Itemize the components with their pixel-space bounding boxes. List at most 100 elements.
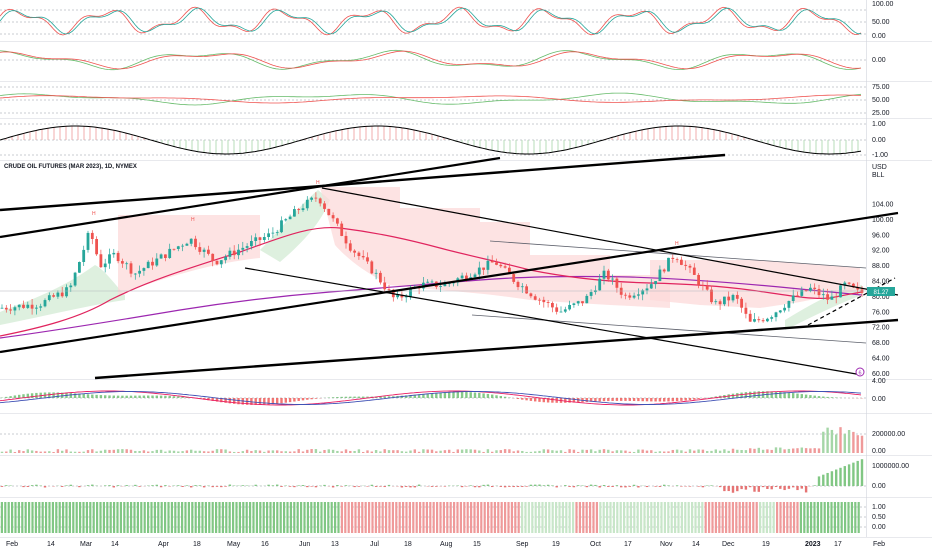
signal-bar [633,502,636,533]
volume-bar [469,449,472,453]
candle-body [753,319,756,322]
candle-body [748,313,752,322]
volume-bar [632,451,636,453]
time-axis-label: Apr [158,541,170,548]
candle-body [280,220,283,233]
trendline-descending-resistance [321,187,899,296]
signal-panel [0,502,860,533]
volume-bar [602,449,606,453]
volume-bar [202,451,206,453]
candle-body [525,286,528,294]
signal-bar [194,502,197,533]
candle-body [426,281,430,283]
volume-bar [800,447,803,453]
macd-histogram-bar [667,398,670,402]
candle-body [224,256,227,261]
macd-histogram-bar [460,391,464,398]
trendline-dashed-wedge [807,277,896,326]
obv-bar [710,485,713,486]
time-axis-label: Dec [722,541,735,548]
macd-signal-line [0,391,862,405]
candle-body [568,304,571,310]
signal-bar [667,502,670,533]
macd-histogram-bar [658,398,662,402]
macd-histogram-bar [26,393,29,398]
volume-bar [73,451,77,453]
pivot-high-apr: H [191,217,195,223]
signal-bar [130,502,133,533]
volume-bar [82,451,85,453]
candle-body [727,296,731,301]
volume-bar [168,450,171,453]
candle-body [297,209,301,211]
obv-bar [835,469,838,486]
macd-histogram-bar [314,398,318,399]
candle-body [834,296,838,298]
signal-bar [555,502,558,533]
volume-bar [56,449,60,453]
candle-body [176,246,180,249]
volume-bar [783,449,786,453]
volume-bar [383,449,386,453]
candle-body [482,267,485,270]
obv-bar [116,485,120,486]
candle-body [852,283,855,288]
signal-bar [272,502,275,533]
volume-bar [482,451,485,453]
event-marker[interactable] [855,367,865,377]
candle-body [791,295,795,301]
candle-body [30,304,34,309]
macd-histogram-bar [366,396,369,398]
volume-bar [314,449,318,453]
volume-bar [276,450,279,453]
volume-bar [185,450,189,453]
macd-histogram-bar [675,398,679,402]
signal-bar [334,502,337,533]
obv-bar [787,486,791,489]
signal-bar [470,502,473,533]
candle-body [344,235,348,244]
obv-bar [336,485,339,486]
signal-bar [344,502,347,533]
candle-body [47,295,51,301]
signal-bar [405,502,408,533]
macd-histogram-bar [108,395,111,398]
obv-bar [860,459,864,486]
obv-bar [310,486,313,487]
volume-bar [250,451,253,453]
signal-bar [548,502,551,533]
signal-bar [361,502,364,533]
oscillator-tick-label: -1.00 [872,152,888,159]
volume-bar [650,450,653,453]
candle-body [740,298,743,308]
volume-bar [744,450,748,453]
signal-bar [704,502,707,533]
candle-body [465,275,468,280]
signal-bar [89,502,92,533]
signal-bar [606,502,609,533]
volume-bar [280,451,283,453]
macd-histogram-bar [353,396,356,398]
volume-bar [516,450,520,453]
signal-bar [711,502,714,533]
volume-bar [641,449,644,453]
candle-body [684,264,688,266]
volume-bar [856,435,859,453]
signal-bar [456,502,459,533]
signal-bar [714,502,717,533]
macd-tick-label: 4.00 [872,378,886,385]
macd-histogram-bar [482,393,485,398]
volume-bar [91,449,94,453]
signal-bar [691,502,694,533]
volume-bar [443,450,447,453]
obv-bar [104,485,107,486]
signal-bar [225,502,228,533]
signal-bar [55,502,58,533]
volume-bar [460,449,464,453]
signal-bar [31,502,34,533]
obv-bar [155,484,158,486]
candle-body [520,286,524,288]
candle-body [628,295,632,298]
stochastic-tick-label: 0.00 [872,33,886,40]
macd-histogram-bar [254,398,257,405]
